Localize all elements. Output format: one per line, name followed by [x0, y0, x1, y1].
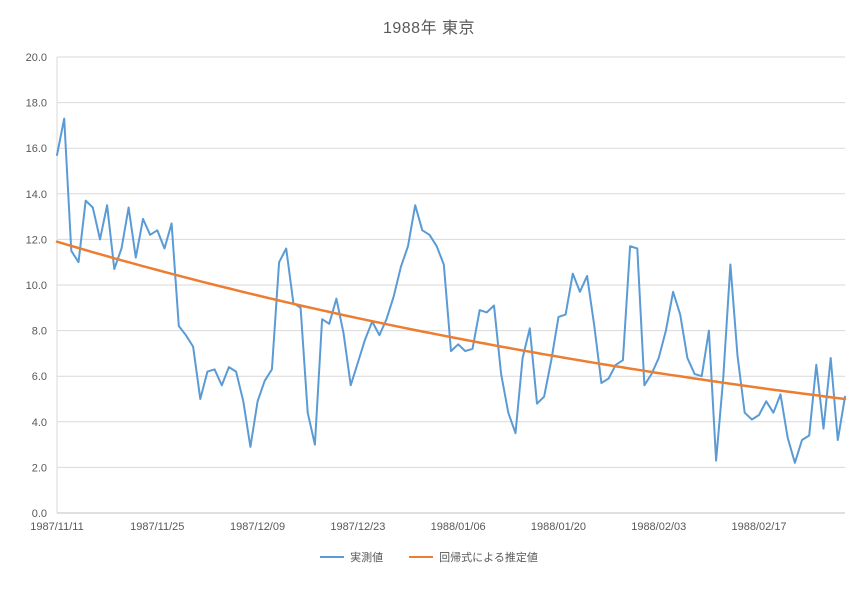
y-tick-label: 10.0: [26, 280, 47, 292]
legend: 実測値 回帰式による推定値: [0, 549, 858, 565]
y-tick-label: 20.0: [26, 52, 47, 64]
x-tick-label: 1988/02/17: [732, 521, 787, 533]
legend-item-measured: 実測値: [320, 549, 383, 565]
chart-title: 1988年 東京: [382, 20, 476, 37]
x-tick-label: 1988/01/20: [531, 521, 586, 533]
series-measured-line: [56, 117, 846, 464]
y-tick-label: 6.0: [32, 371, 47, 383]
y-tick-label: 18.0: [26, 98, 47, 110]
x-tick-label: 1988/02/03: [631, 521, 686, 533]
y-tick-label: 8.0: [32, 326, 47, 338]
y-tick-label: 4.0: [32, 417, 47, 429]
y-tick-label: 16.0: [26, 143, 47, 155]
x-tick-label: 1988/01/06: [431, 521, 486, 533]
y-tick-label: 2.0: [32, 462, 47, 474]
x-tick-label: 1987/11/11: [30, 521, 83, 533]
regression-line-swatch: [409, 556, 434, 558]
legend-label-measured: 実測値: [350, 552, 384, 564]
y-tick-label: 12.0: [26, 234, 47, 246]
x-tick-label: 1987/11/25: [130, 521, 184, 533]
x-tick-label: 1987/12/23: [330, 521, 385, 533]
legend-label-regression: 回帰式による推定値: [439, 552, 538, 564]
series-regression-line: [55, 240, 847, 401]
y-tick-label: 0.0: [32, 508, 47, 520]
y-tick-label: 14.0: [26, 189, 47, 201]
legend-item-regression: 回帰式による推定値: [409, 549, 538, 565]
measured-line-swatch: [320, 556, 345, 558]
x-tick-label: 1987/12/09: [230, 521, 285, 533]
